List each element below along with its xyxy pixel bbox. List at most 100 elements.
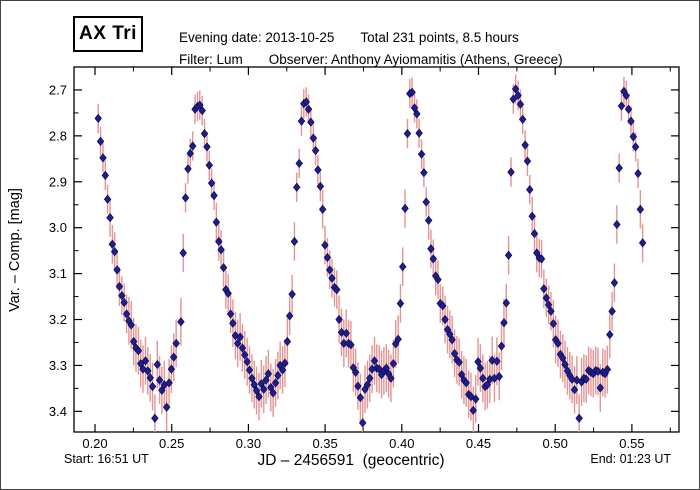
data-point-marker xyxy=(370,356,379,366)
y-axis-title: Var. – Comp. [mag] xyxy=(7,188,23,312)
x-tick-label: 0.55 xyxy=(619,436,644,451)
y-tick-label: 2.7 xyxy=(49,82,67,97)
data-point-marker xyxy=(636,204,645,214)
data-point-marker xyxy=(417,149,426,159)
header-line-2: Filter: Lum Observer: Anthony Ayiomamitis… xyxy=(164,37,563,82)
data-point-marker xyxy=(441,314,449,325)
data-point-marker xyxy=(177,317,185,327)
data-point-marker xyxy=(394,334,402,344)
data-point-marker xyxy=(243,357,251,367)
data-point-marker xyxy=(248,373,256,383)
data-point-marker xyxy=(424,215,433,225)
filter-text: Filter: Lum xyxy=(179,52,243,67)
data-point-marker xyxy=(304,104,313,114)
data-point-marker xyxy=(162,402,171,412)
data-point-marker xyxy=(245,365,254,375)
start-time-text: Start: 16:51 UT xyxy=(64,452,149,466)
data-point-marker xyxy=(561,359,569,370)
data-point-marker xyxy=(410,103,419,113)
y-tick-label: 3.2 xyxy=(49,312,67,327)
data-point-marker xyxy=(573,375,581,385)
data-point-marker xyxy=(198,105,206,116)
data-point-marker xyxy=(335,314,343,325)
data-point-marker xyxy=(224,288,232,298)
data-point-marker xyxy=(547,306,555,316)
data-point-marker xyxy=(495,371,503,382)
data-point-marker xyxy=(476,363,485,373)
data-point-marker xyxy=(413,109,421,119)
x-tick-label: 0.25 xyxy=(159,436,184,451)
data-point-marker xyxy=(439,301,447,311)
plot-frame xyxy=(73,66,680,433)
data-point-marker xyxy=(153,359,162,370)
data-point-marker xyxy=(181,193,190,203)
data-point-marker xyxy=(226,309,235,319)
data-point-marker xyxy=(184,164,192,174)
x-tick-label: 0.30 xyxy=(236,436,261,451)
data-point-marker xyxy=(316,181,325,192)
data-point-marker xyxy=(101,170,110,180)
data-point-marker xyxy=(129,336,138,347)
data-point-marker xyxy=(629,132,638,142)
data-point-marker xyxy=(627,116,635,126)
data-point-marker xyxy=(596,383,605,393)
data-point-marker xyxy=(540,284,548,294)
x-axis-title: JD – 2456591 (geocentric) xyxy=(257,452,445,469)
data-point-marker xyxy=(233,338,242,349)
data-point-marker xyxy=(497,341,506,351)
x-tick-label: 0.35 xyxy=(312,436,337,451)
data-point-marker xyxy=(151,413,159,423)
data-point-marker xyxy=(326,265,334,275)
data-point-marker xyxy=(415,128,423,138)
data-point-marker xyxy=(262,375,270,385)
data-point-marker xyxy=(408,87,416,97)
data-point-marker xyxy=(314,165,322,175)
data-point-marker xyxy=(155,375,164,385)
data-point-marker xyxy=(575,413,583,423)
data-point-marker xyxy=(594,366,602,377)
data-point-marker xyxy=(281,358,289,368)
data-point-marker xyxy=(229,318,237,328)
data-point-marker xyxy=(366,373,374,383)
data-point-marker xyxy=(610,278,619,288)
data-point-marker xyxy=(511,84,520,94)
data-point-marker xyxy=(108,239,117,249)
data-point-marker xyxy=(530,229,539,239)
data-point-marker xyxy=(113,265,121,275)
data-point-marker xyxy=(389,358,398,369)
data-point-marker xyxy=(523,156,532,166)
data-point-marker xyxy=(309,133,318,143)
data-point-marker xyxy=(568,374,576,384)
data-point-marker xyxy=(127,320,135,330)
data-point-marker xyxy=(110,246,119,257)
data-point-marker xyxy=(169,352,178,362)
data-point-marker xyxy=(264,369,273,379)
data-point-marker xyxy=(274,370,282,381)
data-point-marker xyxy=(189,141,197,151)
data-point-marker xyxy=(134,346,143,356)
data-point-marker xyxy=(559,353,567,363)
data-point-marker xyxy=(321,240,329,250)
data-point-marker xyxy=(203,142,211,152)
data-point-marker xyxy=(186,148,194,158)
data-point-marker xyxy=(420,167,428,178)
data-point-marker xyxy=(403,128,412,139)
data-point-marker xyxy=(269,388,277,398)
data-point-marker xyxy=(479,373,487,383)
data-point-marker xyxy=(333,285,341,295)
y-tick-label: 2.8 xyxy=(49,128,67,143)
data-point-marker xyxy=(250,380,258,390)
data-point-marker xyxy=(283,336,292,347)
data-point-marker xyxy=(205,160,214,170)
data-point-marker xyxy=(215,236,223,247)
data-point-marker xyxy=(427,244,435,254)
data-point-marker xyxy=(474,357,482,367)
data-point-marker xyxy=(328,273,336,283)
data-point-marker xyxy=(217,245,225,255)
data-point-marker xyxy=(219,262,228,273)
data-point-marker xyxy=(504,250,513,260)
data-point-marker xyxy=(207,178,216,188)
y-tick-label: 3.4 xyxy=(49,404,67,419)
data-point-marker xyxy=(118,291,126,301)
data-point-marker xyxy=(493,356,501,366)
